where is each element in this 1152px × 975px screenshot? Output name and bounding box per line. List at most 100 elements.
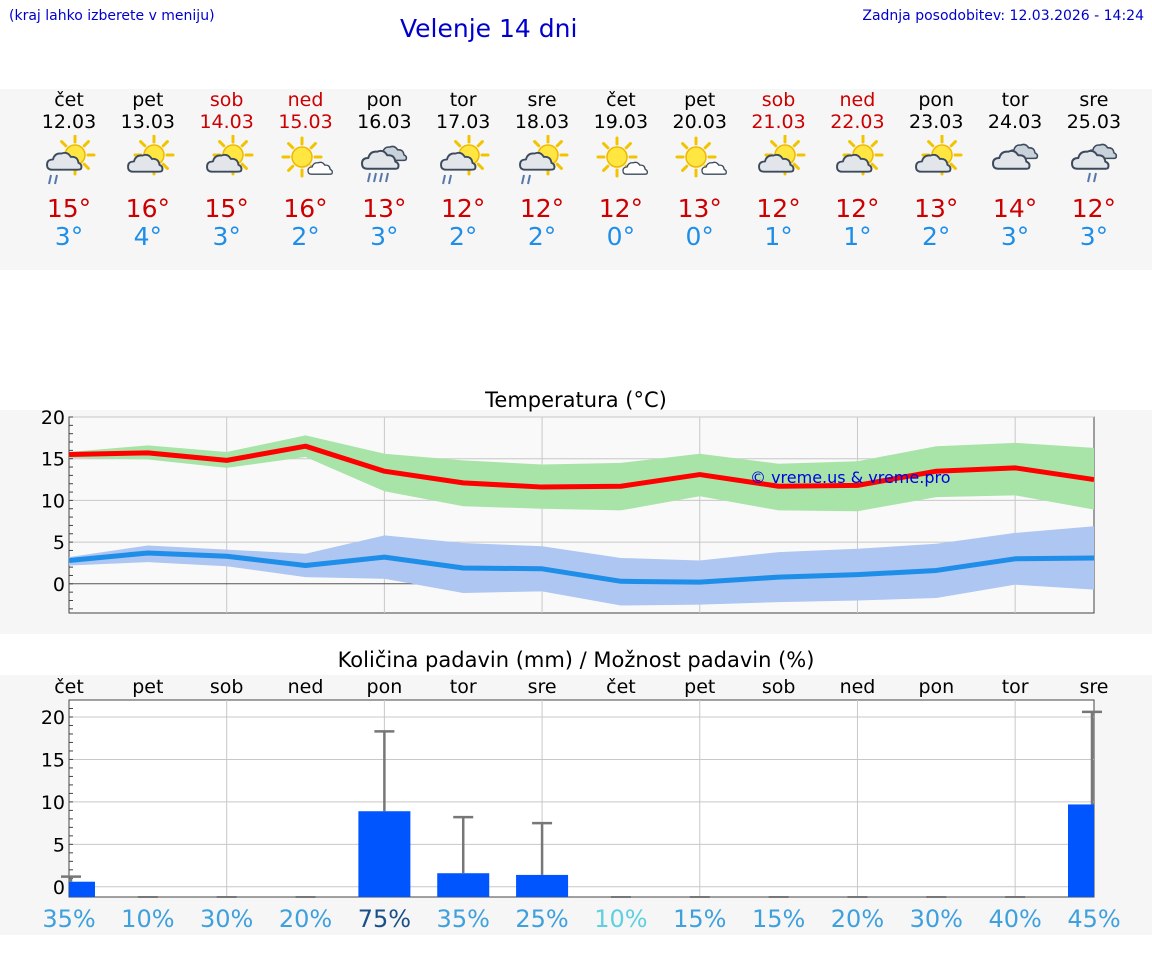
y-tick-label: 10 [41,490,65,512]
sun-cloud-icon [915,135,963,176]
day-date: 18.03 [514,111,570,133]
temperature-chart: 0 5 10 15 20 © vreme.us & vreme.pro [41,407,1095,614]
day-column: čet 12.03 15° 3° [30,89,108,251]
temp-max: 16° [283,194,328,223]
day-column: čet 19.03 12° 0° [582,89,660,251]
day-date: 22.03 [830,111,885,133]
x-category-label: ned [840,676,876,698]
series-line-max [68,443,1095,490]
sun-cloud-icon [757,135,806,176]
day-name: čet [54,89,84,111]
x-category-label: ned [288,676,324,698]
series-range-band-min [69,526,1094,606]
day-name: ned [287,89,324,111]
day-column: pet 20.03 13° 0° [661,89,739,251]
day-date: 17.03 [435,111,491,133]
day-column: sob 14.03 15° 3° [188,89,266,251]
y-tick-label: 0 [53,877,65,899]
cloud-rain-icon [1070,143,1118,183]
temp-min: 0° [685,222,714,251]
day-column: tor 24.03 14° 3° [976,89,1054,251]
sun-small-cloud-icon [675,136,727,178]
sun-cloud-rain-icon [46,135,96,185]
day-name: pon [366,89,403,111]
day-name: pet [684,89,716,111]
temperature-title: Temperatura (°C) [485,388,667,412]
x-category-label: sre [1080,676,1109,698]
precip-probability: 35% [42,905,95,933]
temp-min: 0° [606,222,636,251]
cloudy-icon [992,143,1039,170]
temp-max: 12° [598,194,644,223]
sun-cloud-rain-icon [440,135,490,185]
sun-cloud-icon [126,135,175,176]
temp-max: 13° [362,194,407,223]
x-category-label: tor [450,676,477,698]
x-category-label: sob [210,676,244,698]
temp-min: 3° [54,222,84,251]
temp-max: 14° [992,194,1038,223]
day-name: sob [761,89,796,111]
temp-min: 2° [527,222,557,251]
temp-min: 1° [843,222,872,251]
day-date: 19.03 [593,111,649,133]
precip-bar [358,811,411,897]
precip-probability: 75% [358,905,411,933]
precip-probability: 10% [121,905,174,933]
plot-area [68,699,1095,898]
sun-small-cloud-icon [281,136,333,178]
day-date: 14.03 [199,111,254,133]
temp-min: 2° [448,222,478,251]
precip-bar [516,874,569,897]
day-name: tor [1001,89,1029,111]
temp-min: 4° [133,222,163,251]
y-tick-label: 15 [41,749,65,771]
temp-max: 12° [519,194,565,223]
day-column: sob 21.03 12° 1° [740,89,818,251]
precip-probability: 10% [594,905,647,933]
temp-max: 12° [441,194,486,223]
temp-min: 2° [291,222,320,251]
day-column: ned 15.03 16° 2° [267,89,345,251]
sun-cloud-rain-icon [519,135,569,185]
precipitation-title: Količina padavin (mm) / Možnost padavin … [337,648,815,672]
day-date: 13.03 [120,111,176,133]
temp-min: 3° [1000,222,1030,251]
precip-probability: 20% [831,905,884,933]
y-tick-label: 5 [53,834,65,856]
x-category-label: pet [132,676,163,698]
temp-max: 12° [756,194,801,223]
page-title: Velenje 14 dni [400,14,578,43]
day-name: pet [132,89,164,111]
temp-min: 3° [370,222,399,251]
day-column: pon 16.03 13° 3° [345,89,423,251]
precipitation-chart: čet pet sob ned pon tor sre čet pet sob ned pon tor s… [41,676,1121,933]
precip-probability: 45% [1067,905,1120,933]
day-name: sre [527,89,557,111]
sun-cloud-icon [205,135,254,176]
day-name: tor [449,89,477,111]
x-category-label: čet [606,676,636,698]
day-date: 25.03 [1066,111,1122,133]
day-date: 16.03 [357,111,412,133]
day-date: 21.03 [751,111,806,133]
temp-min: 3° [1079,222,1109,251]
day-column: tor 17.03 12° 2° [424,89,502,251]
cloud-heavy-rain-icon [361,145,408,183]
y-tick-label: 0 [53,574,65,596]
x-category-label: pet [684,676,715,698]
temp-max: 12° [1071,194,1117,223]
day-date: 24.03 [987,111,1043,133]
x-category-label: sob [762,676,796,698]
day-name: ned [839,89,876,111]
region-hint: (kraj lahko izberete v meniju) [9,8,215,24]
precip-probability: 30% [910,905,963,933]
precip-probability: 40% [988,905,1041,933]
precip-probability: 30% [200,905,253,933]
precip-probability: 15% [673,905,726,933]
temp-max: 13° [914,194,959,223]
precip-bar [69,881,95,897]
day-name: sre [1079,89,1109,111]
day-name: čet [606,89,636,111]
day-column: pet 13.03 16° 4° [109,89,187,251]
